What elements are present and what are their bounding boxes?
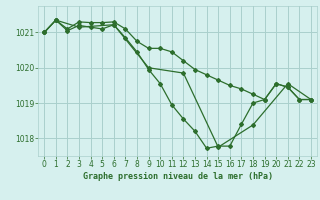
X-axis label: Graphe pression niveau de la mer (hPa): Graphe pression niveau de la mer (hPa) [83,172,273,181]
